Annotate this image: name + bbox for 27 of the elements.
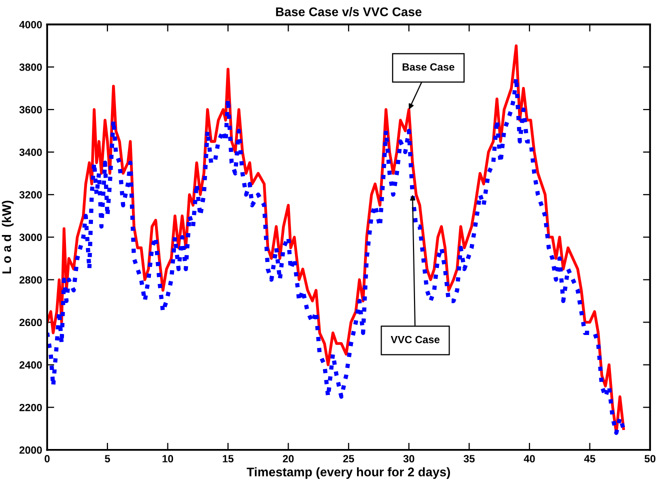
y-tick-label: 2000: [19, 446, 42, 454]
x-tick-label: 5: [104, 455, 110, 462]
annotation: Base Case: [402, 63, 454, 71]
x-tick-label: 20: [282, 455, 294, 462]
annotation: VVC Case: [390, 336, 440, 344]
x-tick-label: 25: [343, 455, 354, 462]
x-tick-label: 40: [524, 455, 535, 462]
x-tick-label: 10: [162, 455, 174, 462]
x-tick-label: 50: [644, 455, 656, 462]
x-tick-label: 45: [584, 455, 596, 462]
y-tick-label: 3400: [19, 148, 42, 156]
y-tick-label: 3000: [19, 234, 42, 242]
x-tick-label: 0: [44, 455, 50, 462]
chart-title: Base Case v/s VVC Case: [276, 7, 422, 16]
y-tick-label: 3800: [19, 63, 42, 71]
x-tick-label: 15: [222, 455, 234, 462]
y-axis-title: L o a d (kW): [2, 200, 14, 274]
y-tick-label: 4000: [19, 20, 42, 28]
x-axis-title: Timestamp (every hour for 2 days): [246, 467, 450, 479]
y-tick-label: 2200: [19, 404, 42, 412]
x-tick-label: 30: [403, 455, 414, 462]
y-tick-label: 2400: [19, 361, 42, 369]
y-tick-label: 2800: [19, 276, 42, 284]
y-tick-label: 2600: [19, 318, 42, 326]
y-tick-label: 3200: [19, 191, 42, 199]
x-tick-label: 35: [464, 455, 475, 462]
y-tick-label: 3600: [19, 106, 42, 114]
